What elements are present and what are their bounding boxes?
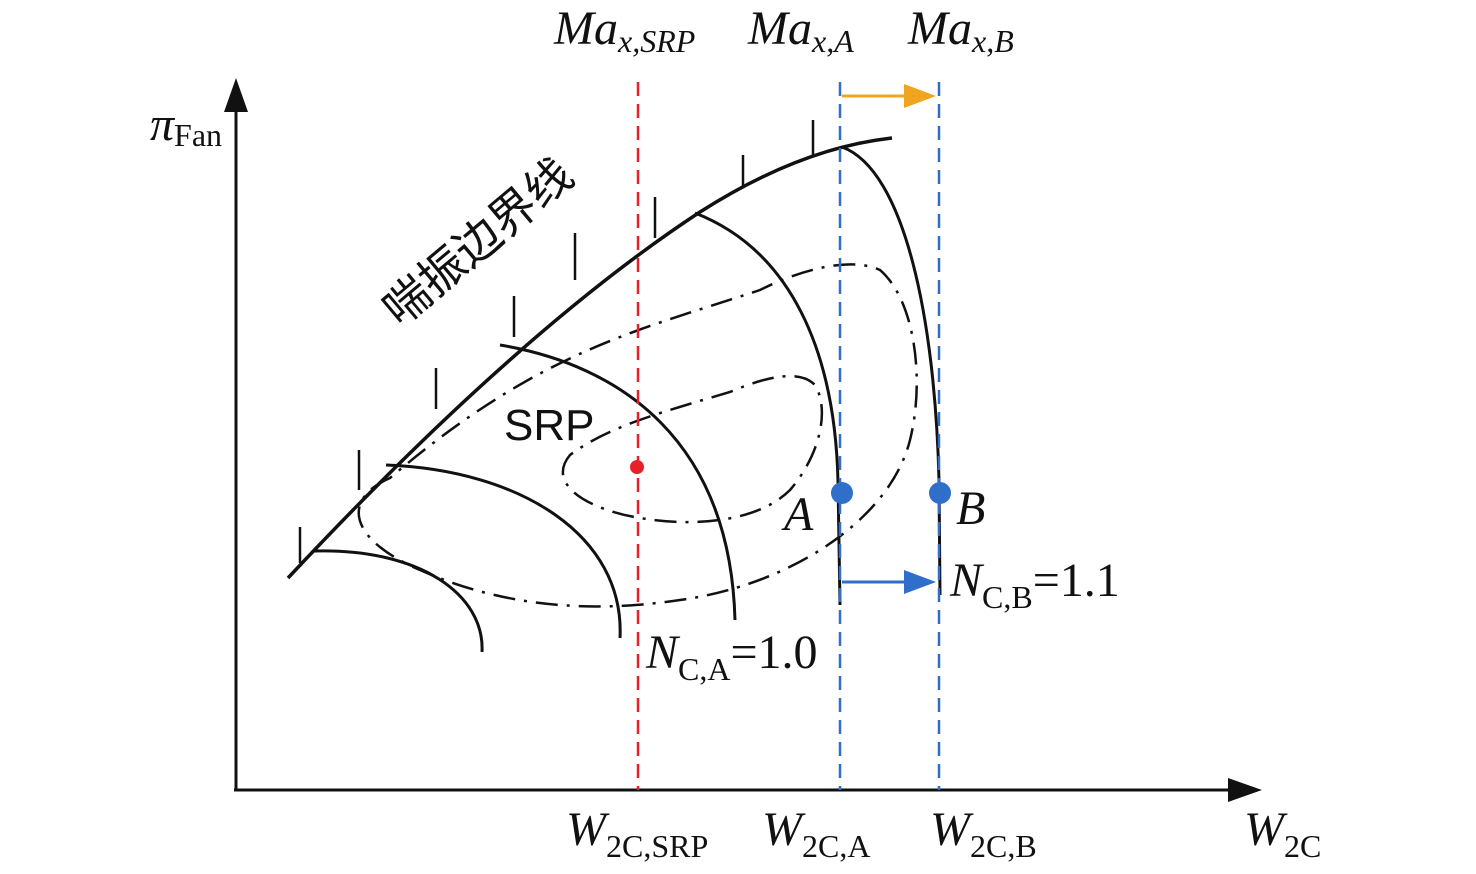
surge-line-label: 喘振边界线 xyxy=(372,147,583,336)
top-label-a: Max,A xyxy=(747,2,854,59)
top-shift-arrowhead xyxy=(904,84,936,108)
efficiency-contours xyxy=(357,263,918,608)
shift-arrows xyxy=(842,84,936,594)
reference-lines xyxy=(636,82,941,790)
x-axis-arrowhead xyxy=(1228,778,1262,802)
speed-line-a xyxy=(694,211,842,606)
outer-efficiency-contour xyxy=(357,263,918,608)
point-a-label: A xyxy=(781,488,814,541)
point-b-marker xyxy=(929,482,951,504)
y-axis-arrowhead xyxy=(224,78,248,112)
speed-line-b xyxy=(841,145,942,596)
speed-label-b: NC,B=1.1 xyxy=(949,554,1120,615)
surge-line xyxy=(286,120,893,580)
srp-label: SRP xyxy=(504,401,594,450)
bottom-label-srp: W2C,SRP xyxy=(566,803,708,864)
top-label-b: Max,B xyxy=(907,2,1014,59)
speed-label-a: NC,A=1.0 xyxy=(645,626,818,687)
speed-line-2 xyxy=(385,463,622,639)
speed-line-3 xyxy=(499,343,737,621)
inner-efficiency-contour xyxy=(561,374,824,524)
bottom-label-a: W2C,A xyxy=(762,803,870,864)
srp-marker xyxy=(630,460,644,474)
point-a-marker xyxy=(831,482,853,504)
top-label-srp: Max,SRP xyxy=(553,2,695,59)
y-axis-label: πFan xyxy=(150,98,222,153)
bottom-shift-arrowhead xyxy=(904,570,936,594)
speed-line-1 xyxy=(313,549,484,653)
bottom-label-b: W2C,B xyxy=(930,803,1037,864)
point-b-label: B xyxy=(956,482,985,535)
x-axis-label: W2C xyxy=(1244,803,1321,864)
speed-lines xyxy=(313,145,942,653)
axes xyxy=(224,78,1262,802)
